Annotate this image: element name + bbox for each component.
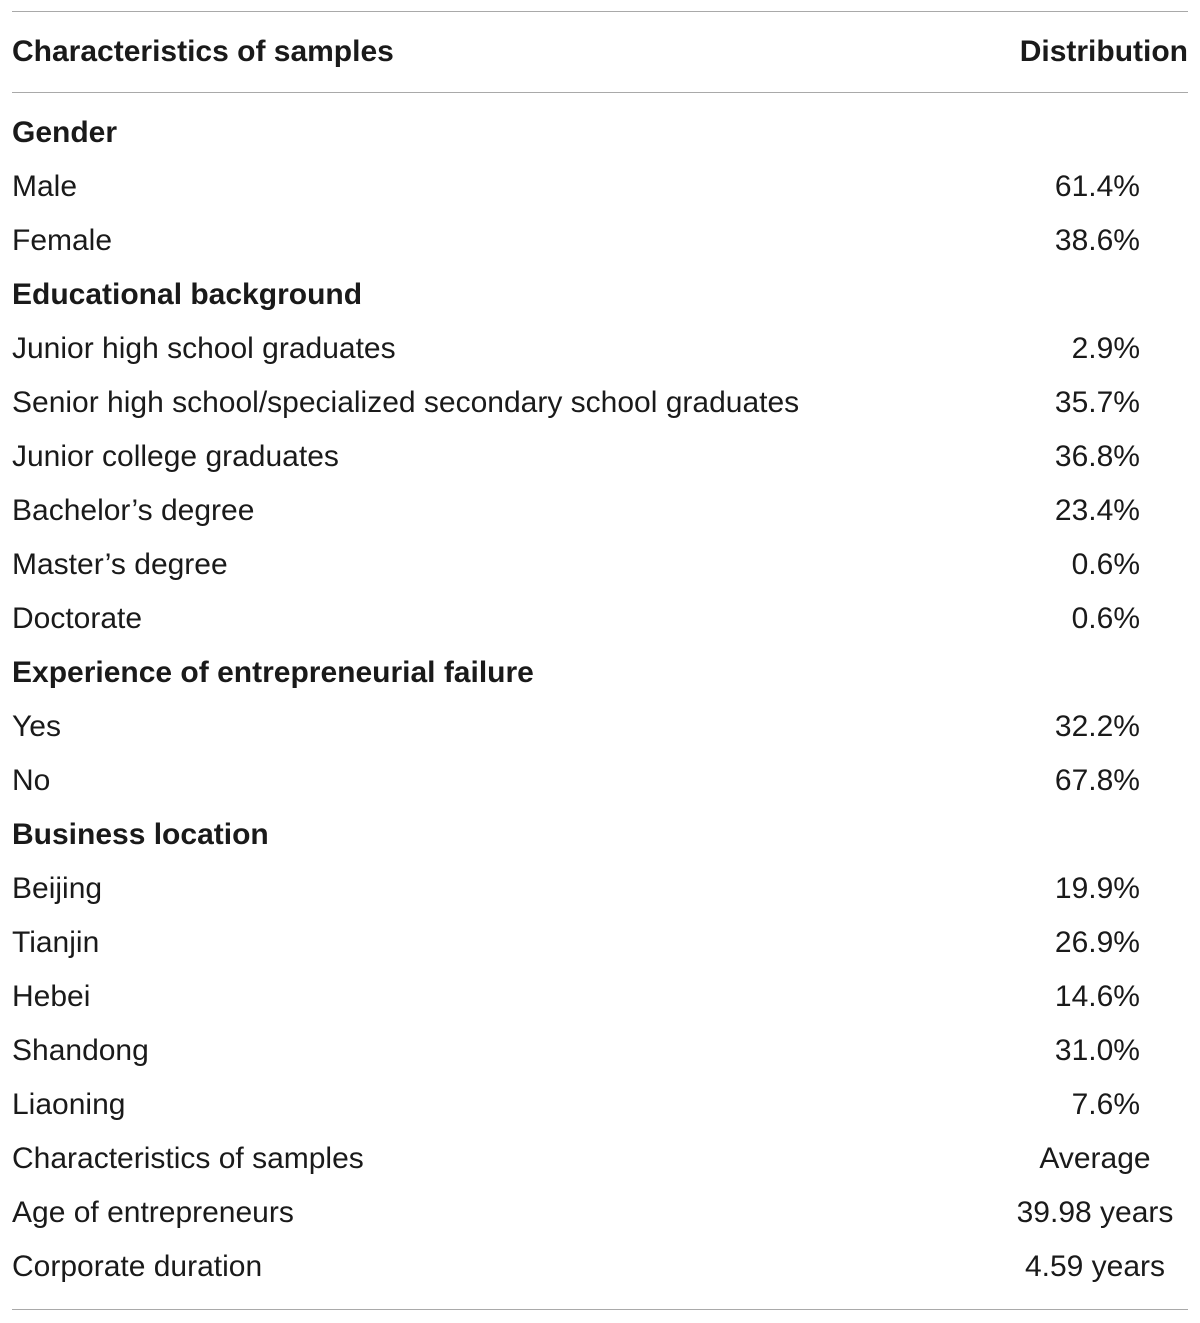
- row-label: Yes: [12, 710, 61, 743]
- table-row: Age of entrepreneurs 39.98 years: [12, 1186, 1188, 1240]
- row-value: 4.59 years: [1024, 1250, 1166, 1283]
- row-label: Senior high school/specialized secondary…: [12, 386, 800, 419]
- row-label: Hebei: [12, 980, 91, 1013]
- table-row: Yes 32.2%: [12, 700, 1188, 754]
- table-bottom-rule: [12, 1309, 1188, 1310]
- row-value: 38.6%: [1054, 224, 1140, 257]
- row-label: Age of entrepreneurs: [12, 1196, 294, 1229]
- section-label: Gender: [12, 116, 118, 149]
- row-label: Master’s degree: [12, 548, 228, 581]
- section-header-row: Experience of entrepreneurial failure: [12, 646, 1188, 700]
- row-label: Junior high school graduates: [12, 332, 396, 365]
- section-label: Experience of entrepreneurial failure: [12, 656, 534, 689]
- row-label: Junior college graduates: [12, 440, 339, 473]
- section-header-row: Gender: [12, 106, 1188, 160]
- row-label: Bachelor’s degree: [12, 494, 255, 527]
- table-row: Tianjin 26.9%: [12, 916, 1188, 970]
- table-row: Junior high school graduates 2.9%: [12, 322, 1188, 376]
- row-value: 32.2%: [1054, 710, 1140, 743]
- table-row: Bachelor’s degree 23.4%: [12, 484, 1188, 538]
- table-row: Hebei 14.6%: [12, 970, 1188, 1024]
- table-row: Corporate duration 4.59 years: [12, 1240, 1188, 1294]
- row-label: No: [12, 764, 51, 797]
- table-row: Master’s degree 0.6%: [12, 538, 1188, 592]
- row-label: Shandong: [12, 1034, 149, 1067]
- table-row: Shandong 31.0%: [12, 1024, 1188, 1078]
- table-row: Junior college graduates 36.8%: [12, 430, 1188, 484]
- row-value: 7.6%: [1071, 1088, 1140, 1121]
- table-row: Liaoning 7.6%: [12, 1078, 1188, 1132]
- row-value: 2.9%: [1071, 332, 1140, 365]
- table-row: Beijing 19.9%: [12, 862, 1188, 916]
- table-row: Doctorate 0.6%: [12, 592, 1188, 646]
- table-row: Female 38.6%: [12, 214, 1188, 268]
- row-label: Beijing: [12, 872, 103, 905]
- row-label: Doctorate: [12, 602, 143, 635]
- row-value: 67.8%: [1054, 764, 1140, 797]
- table-header-rule: [12, 92, 1188, 93]
- row-value: 39.98 years: [1016, 1196, 1174, 1229]
- row-value: 36.8%: [1054, 440, 1140, 473]
- row-value: 61.4%: [1054, 170, 1140, 203]
- row-value: 35.7%: [1054, 386, 1140, 419]
- row-label: Male: [12, 170, 78, 203]
- row-value: 31.0%: [1054, 1034, 1140, 1067]
- section-header-row: Business location: [12, 808, 1188, 862]
- row-label: Characteristics of samples: [12, 1142, 364, 1175]
- row-value: 0.6%: [1071, 602, 1140, 635]
- row-value: 0.6%: [1071, 548, 1140, 581]
- row-label: Corporate duration: [12, 1250, 263, 1283]
- section-label: Business location: [12, 818, 269, 851]
- header-characteristics: Characteristics of samples: [12, 35, 394, 68]
- table-row: Senior high school/specialized secondary…: [12, 376, 1188, 430]
- table-row: Male 61.4%: [12, 160, 1188, 214]
- table-top-rule: [12, 11, 1188, 12]
- header-distribution: Distribution: [1019, 35, 1188, 68]
- row-label: Liaoning: [12, 1088, 126, 1121]
- table-row: No 67.8%: [12, 754, 1188, 808]
- section-label: Educational background: [12, 278, 363, 311]
- section-header-row: Educational background: [12, 268, 1188, 322]
- row-value: Average: [1039, 1142, 1151, 1175]
- row-value: 23.4%: [1054, 494, 1140, 527]
- row-value: 19.9%: [1054, 872, 1140, 905]
- row-label: Female: [12, 224, 113, 257]
- table-header-row: Characteristics of samples Distribution: [12, 25, 1188, 79]
- row-value: 14.6%: [1054, 980, 1140, 1013]
- row-label: Tianjin: [12, 926, 100, 959]
- table-row: Characteristics of samples Average: [12, 1132, 1188, 1186]
- row-value: 26.9%: [1054, 926, 1140, 959]
